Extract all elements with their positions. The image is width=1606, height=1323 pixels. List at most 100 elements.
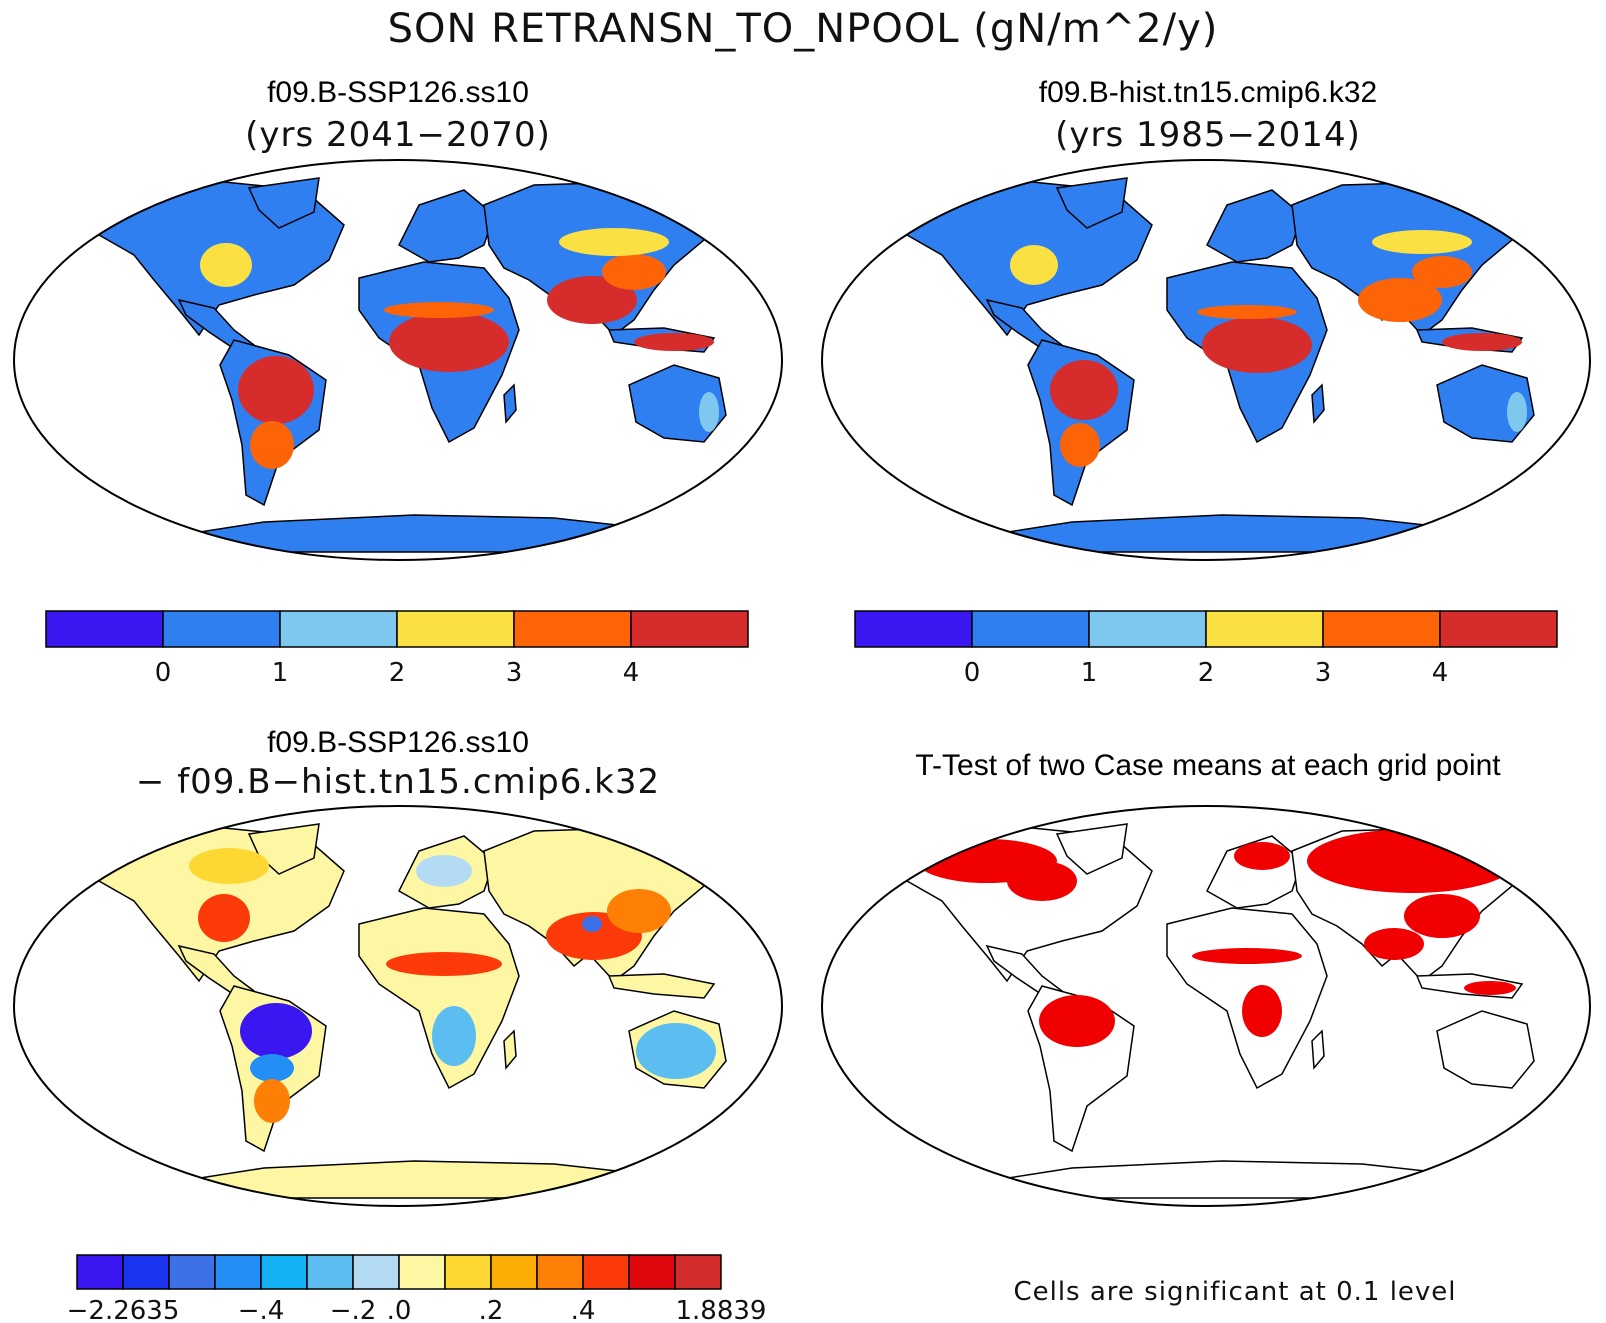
- region-southern-brazil: [254, 1079, 290, 1123]
- region-china: [1412, 256, 1472, 288]
- sig-region-north-america: [1007, 861, 1077, 901]
- sig-region-russia: [1307, 829, 1517, 893]
- colorbar-case2: 0 1 2 3 4: [854, 610, 1558, 688]
- panel-difference: f09.B-SSP126.ss10 − f09.B−hist.tn15.cmip…: [13, 726, 783, 1323]
- colorbar-swatch: [352, 1254, 400, 1290]
- panel-subtitle-case2: (yrs 1985−2014): [1055, 115, 1361, 155]
- region-sahel: [1197, 305, 1297, 319]
- colorbar-swatch: [306, 1254, 354, 1290]
- region-india-peak: [582, 916, 602, 932]
- region-africa-south: [432, 1006, 476, 1066]
- map-frame-ttest: [821, 805, 1591, 1207]
- colorbar-swatch: [122, 1254, 170, 1290]
- colorbar-tick: .2: [479, 1296, 504, 1323]
- colorbar-tick: 1: [1081, 658, 1098, 688]
- region-europe: [416, 855, 472, 887]
- region-amazon: [240, 1003, 312, 1059]
- panel-subtitle-case1: (yrs 2041−2070): [245, 115, 551, 155]
- sig-region-europe: [1234, 842, 1290, 870]
- colorbar-tick: 3: [506, 658, 523, 688]
- region-southern-brazil: [1060, 423, 1100, 467]
- region-amazon: [238, 356, 314, 424]
- colorbar-swatch: [490, 1254, 538, 1290]
- colorbar-swatch: [628, 1254, 676, 1290]
- map-frame-case1: [13, 159, 783, 561]
- region-sahel: [384, 302, 494, 318]
- colorbar-tick: .4: [571, 1296, 596, 1323]
- colorbar-tick: 1.8839: [676, 1296, 767, 1323]
- region-canada: [189, 848, 269, 884]
- region-indonesia: [634, 333, 714, 351]
- colorbar-swatch: [1088, 610, 1207, 648]
- panel-subtitle-difference: − f09.B−hist.tn15.cmip6.k32: [136, 762, 660, 802]
- main-title: SON RETRANSN_TO_NPOOL (gN/m^2/y): [388, 6, 1219, 52]
- map-case1: [14, 160, 782, 560]
- sig-region-africa: [1242, 985, 1282, 1037]
- colorbar-swatch: [444, 1254, 492, 1290]
- colorbar-tick: 2: [389, 658, 406, 688]
- colorbar-swatch: [168, 1254, 216, 1290]
- colorbar-swatch: [214, 1254, 262, 1290]
- colorbar-tick: 0: [964, 658, 981, 688]
- colorbar-tick: −.2: [330, 1296, 377, 1323]
- colorbar-swatch: [674, 1254, 722, 1290]
- map-frame-case2: [821, 159, 1591, 561]
- sig-region-china: [1404, 894, 1480, 938]
- region-china: [602, 254, 666, 290]
- region-east-us: [200, 243, 252, 287]
- colorbar-swatch: [1322, 610, 1441, 648]
- region-central-asia: [1372, 230, 1472, 254]
- map-case2: [822, 160, 1590, 560]
- colorbar-swatch: [854, 610, 973, 648]
- region-amazon: [1050, 360, 1118, 420]
- colorbar-swatch: [971, 610, 1090, 648]
- panel-title-ttest: T-Test of two Case means at each grid po…: [915, 749, 1501, 782]
- sig-region-indonesia: [1464, 981, 1516, 995]
- colorbar-swatch: [630, 610, 749, 648]
- region-south-asia: [1358, 278, 1442, 322]
- panel-ttest: T-Test of two Case means at each grid po…: [821, 749, 1591, 1307]
- colorbar-tick: 3: [1315, 658, 1332, 688]
- colorbar-swatch: [1205, 610, 1324, 648]
- colorbar-swatch: [396, 610, 515, 648]
- colorbar-swatch: [1439, 610, 1558, 648]
- map-frame-difference: [13, 805, 783, 1207]
- colorbar-difference: −2.2635 −.4 −.2 .0 .2 .4 1.8839: [67, 1254, 767, 1323]
- colorbar-tick: .0: [387, 1296, 412, 1323]
- region-tropics-africa: [1202, 317, 1312, 373]
- colorbar-tick: 1: [272, 658, 289, 688]
- region-east-australia: [1507, 392, 1527, 432]
- colorbar-swatch: [279, 610, 398, 648]
- colorbar-swatch: [162, 610, 281, 648]
- colorbar-case1: 0 1 2 3 4: [45, 610, 749, 688]
- colorbar-tick: −2.2635: [67, 1296, 180, 1323]
- panel-case1: f09.B-SSP126.ss10 (yrs 2041−2070): [13, 76, 783, 688]
- sig-region-amazon: [1039, 995, 1115, 1047]
- colorbar-tick: −.4: [238, 1296, 285, 1323]
- region-indonesia: [1442, 333, 1522, 351]
- panel-title-difference: f09.B-SSP126.ss10: [267, 726, 529, 759]
- significance-note: Cells are significant at 0.1 level: [1013, 1277, 1456, 1307]
- panel-case2: f09.B-hist.tn15.cmip6.k32 (yrs 1985−2014…: [821, 76, 1591, 688]
- sig-region-south-asia: [1364, 928, 1424, 960]
- region-east-australia: [699, 392, 719, 432]
- panel-title-case2: f09.B-hist.tn15.cmip6.k32: [1039, 76, 1378, 109]
- colorbar-swatch: [536, 1254, 584, 1290]
- region-east-us: [198, 894, 250, 942]
- region-east-us: [1010, 245, 1058, 285]
- colorbar-tick: 0: [155, 658, 172, 688]
- colorbar-tick: 4: [623, 658, 640, 688]
- region-central-asia: [559, 228, 669, 256]
- map-ttest: [822, 806, 1590, 1206]
- region-south-asia: [547, 276, 637, 324]
- colorbar-tick: 2: [1198, 658, 1215, 688]
- region-southern-brazil: [250, 421, 294, 469]
- region-australia: [636, 1023, 716, 1079]
- colorbar-swatch: [76, 1254, 124, 1290]
- colorbar-tick: 4: [1432, 658, 1449, 688]
- region-amazon-edge: [250, 1054, 294, 1082]
- colorbar-swatch: [398, 1254, 446, 1290]
- region-tropics-africa: [389, 312, 509, 372]
- panel-title-case1: f09.B-SSP126.ss10: [267, 76, 529, 109]
